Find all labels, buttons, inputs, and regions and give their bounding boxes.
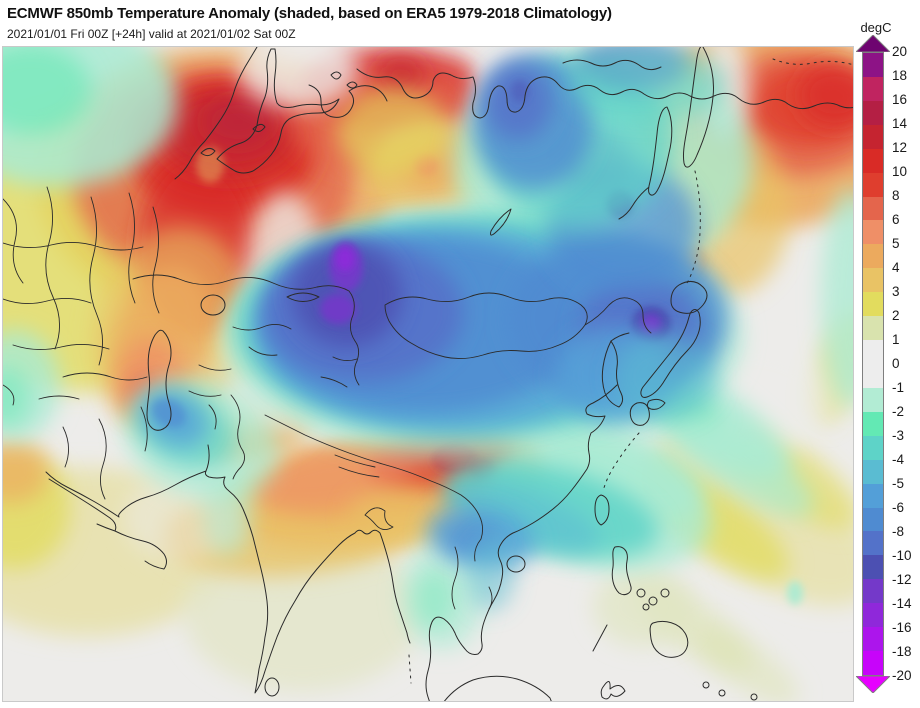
colorbar-segment — [863, 483, 883, 508]
colorbar-segment — [863, 124, 883, 149]
colorbar-tick-label: -12 — [892, 572, 912, 587]
colorbar-segment — [863, 459, 883, 484]
colorbar-segment — [863, 507, 883, 532]
anomaly-map — [2, 46, 854, 702]
colorbar-segment — [863, 363, 883, 388]
colorbar-segment — [863, 555, 883, 580]
colorbar-unit-label: degC — [860, 20, 892, 35]
anomaly-blob-japan-se-mint-2 — [676, 417, 814, 517]
anomaly-blob-india-coast-mint — [203, 467, 253, 557]
colorbar-segment — [863, 268, 883, 293]
colorbar-segment — [863, 579, 883, 604]
colorbar-tick-label: 4 — [892, 260, 900, 275]
anomaly-blob-left-edge-orange — [3, 439, 49, 503]
colorbar-segment — [863, 244, 883, 269]
colorbar-tick-label: -20 — [892, 668, 912, 683]
colorbar-tick-label: 3 — [892, 284, 900, 299]
colorbar-arrow-up — [856, 35, 890, 52]
colorbar-segment — [863, 172, 883, 197]
anomaly-blob-pakistan-deep — [152, 398, 186, 428]
colorbar-tick-label: -14 — [892, 596, 912, 611]
colorbar-segment — [863, 531, 883, 556]
anomaly-blob-nw-warm-yellow-hole — [196, 147, 224, 183]
colorbar-segment — [863, 387, 883, 412]
colorbar-tick-label: -2 — [892, 404, 905, 419]
anomaly-blob-bengal-green — [415, 569, 455, 629]
colorbar-segment — [863, 316, 883, 341]
colorbar-tick-label: -10 — [892, 548, 912, 563]
country-borders — [3, 186, 652, 610]
colorbar-arrow-down — [856, 676, 890, 693]
colorbar-segment — [863, 411, 883, 436]
colorbar-tick-label: 5 — [892, 236, 900, 251]
anomaly-blob-ne-siberia-deep — [484, 64, 552, 140]
coastline-east-asia — [425, 281, 758, 701]
colorbar-tick-label: 16 — [892, 92, 908, 107]
colorbar-tick-label: -3 — [892, 428, 905, 443]
anomaly-blob-ne-warm-dark-red — [797, 63, 853, 127]
anomaly-blob-right-edge-mint — [821, 187, 853, 407]
anomaly-map-canvas — [3, 47, 853, 701]
colorbar-segment — [863, 196, 883, 221]
colorbar-tick-label: -1 — [892, 380, 905, 395]
colorbar-tick-label: -5 — [892, 476, 905, 491]
colorbar-segment — [863, 435, 883, 460]
colorbar — [862, 52, 884, 676]
colorbar-tick-label: -4 — [892, 452, 905, 467]
coastline-south-asia — [45, 208, 512, 697]
anomaly-blob-left-mid-green — [3, 367, 29, 427]
anomaly-blob-gap-north-scandinavia — [238, 47, 358, 109]
page-title: ECMWF 850mb Temperature Anomaly (shaded,… — [7, 5, 612, 22]
colorbar-tick-label: 1 — [892, 332, 900, 347]
anomaly-blob-chukotka-teal — [568, 47, 728, 120]
anomaly-blob-pacific-pale-streak-4 — [697, 628, 799, 701]
colorbar-ticks: 20 18 16 14 12 10 8 6 5 4 3 2 1 0 -1 -2 -3 -4 -5 -6 -8 -10 -12… — [892, 44, 920, 683]
colorbar-tick-label: -16 — [892, 620, 912, 635]
anomaly-blob-nw-warm-darkest — [203, 97, 273, 147]
coastlines — [45, 47, 853, 701]
anomaly-blob-japan-blue — [613, 335, 717, 419]
colorbar-tick-label: 6 — [892, 212, 900, 227]
colorbar-tick-label: -6 — [892, 500, 905, 515]
anomaly-blob-purple-core-b — [320, 294, 356, 324]
colorbar-segment — [863, 148, 883, 173]
colorbar-tick-label: 8 — [892, 188, 900, 203]
coastline-europe-arctic — [174, 47, 853, 220]
colorbar-segment — [863, 292, 883, 317]
anomaly-blob-phil-east-mint — [787, 581, 803, 605]
colorbar-tick-label: 2 — [892, 308, 900, 323]
colorbar-tick-label: 10 — [892, 164, 908, 179]
colorbar-tick-label: -8 — [892, 524, 905, 539]
colorbar-segment — [863, 100, 883, 125]
colorbar-tick-label: 0 — [892, 356, 900, 371]
anomaly-field — [3, 47, 853, 701]
anomaly-blob-scandinavia-green — [3, 47, 91, 134]
colorbar-tick-label: 20 — [892, 44, 908, 59]
colorbar-segment — [863, 603, 883, 628]
anomaly-blob-purple-core-a2 — [336, 247, 354, 271]
anomaly-blob-east-purple-bright — [641, 314, 661, 334]
page-subtitle: 2021/01/01 Fri 00Z [+24h] valid at 2021/… — [7, 27, 296, 41]
anomaly-blob-vietnam-blue-tongue — [467, 535, 515, 611]
colorbar-segment — [863, 53, 883, 77]
anomaly-blob-schina-coast-blue — [446, 480, 600, 554]
colorbar-tick-label: 14 — [892, 116, 908, 131]
colorbar-segment — [863, 340, 883, 364]
colorbar-segment — [863, 76, 883, 101]
anomaly-blob-central-indigo-core — [292, 243, 402, 347]
colorbar-tick-label: -18 — [892, 644, 912, 659]
colorbar-tick-label: 12 — [892, 140, 908, 155]
anomaly-blob-midtop-yellow-bridge — [338, 87, 448, 177]
anomaly-blob-top-dark-red-spot — [376, 57, 426, 93]
colorbar-segment — [863, 220, 883, 245]
colorbar-segment — [863, 651, 883, 675]
colorbar-segment — [863, 627, 883, 652]
colorbar-tick-label: 18 — [892, 68, 908, 83]
border-lines — [3, 186, 652, 610]
